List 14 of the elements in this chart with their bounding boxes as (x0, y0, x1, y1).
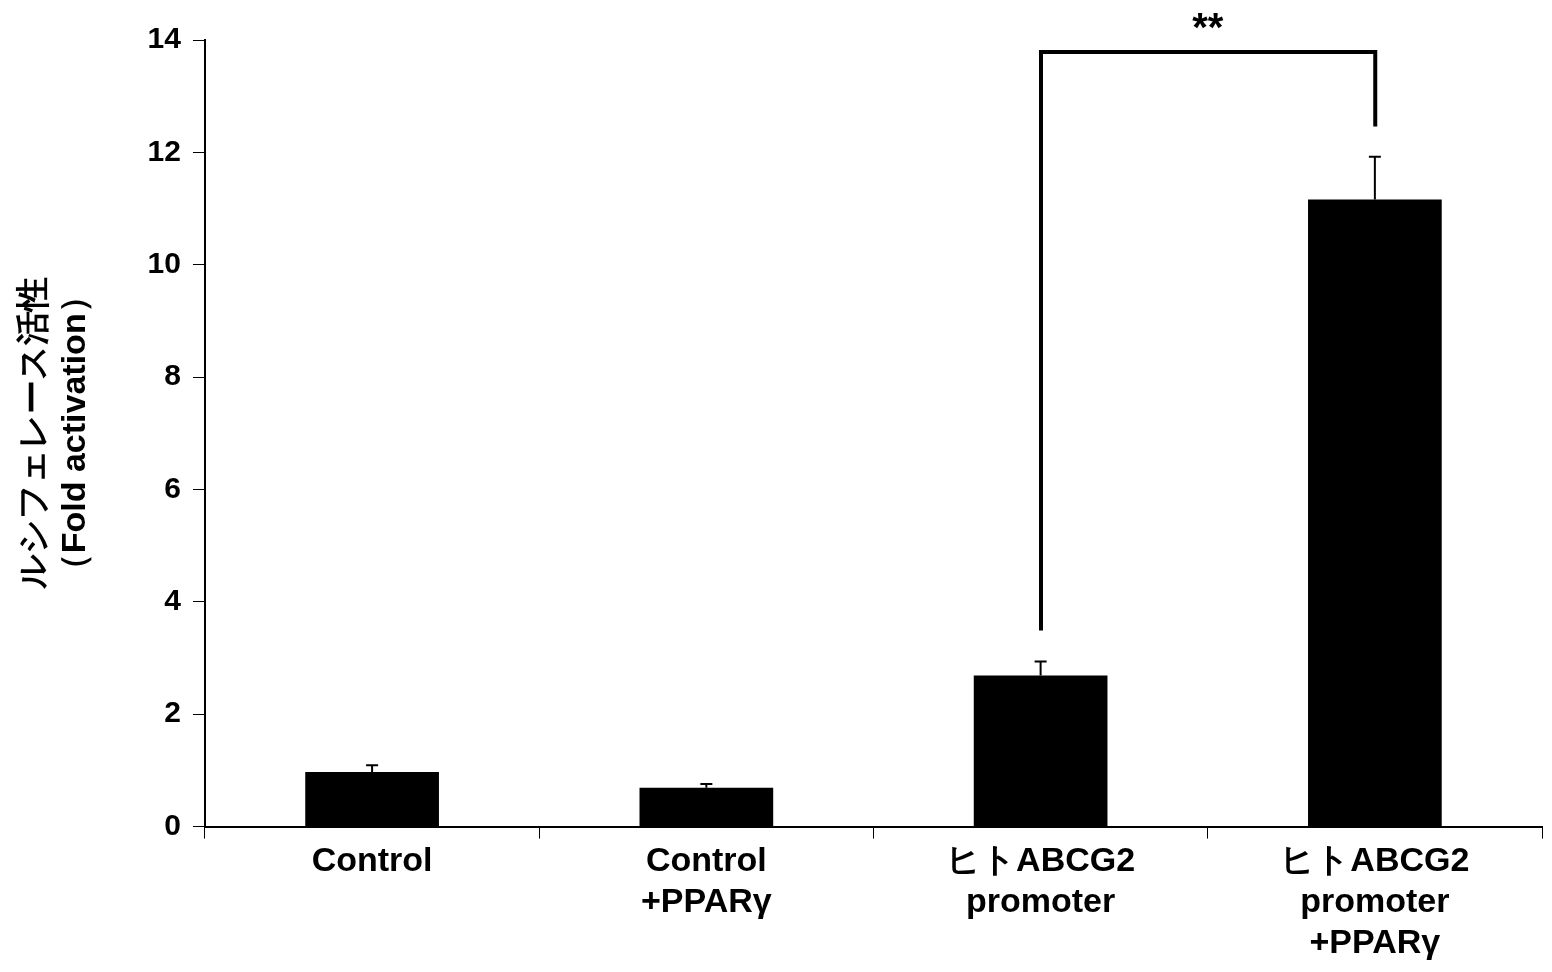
x-tick-label: Control (311, 840, 433, 879)
y-tick-label: 2 (164, 695, 181, 729)
y-axis-title: ルシフェレース活性（Fold activation） (12, 277, 92, 591)
x-tick-label: ヒトABCG2 promoter +PPARγ (1280, 840, 1470, 960)
y-tick-label: 4 (164, 583, 182, 617)
y-tick-label: 10 (147, 246, 181, 280)
y-tick-label: 8 (164, 358, 181, 392)
x-tick-label: ヒトABCG2 promoter (946, 840, 1136, 920)
y-tick-label: 12 (147, 133, 181, 167)
x-tick-label: Control +PPARγ (641, 840, 772, 920)
y-tick-label: 6 (164, 470, 181, 504)
y-tick-label: 0 (164, 807, 181, 841)
y-tick-label: 14 (147, 21, 182, 55)
annotation: ** (1192, 5, 1224, 50)
